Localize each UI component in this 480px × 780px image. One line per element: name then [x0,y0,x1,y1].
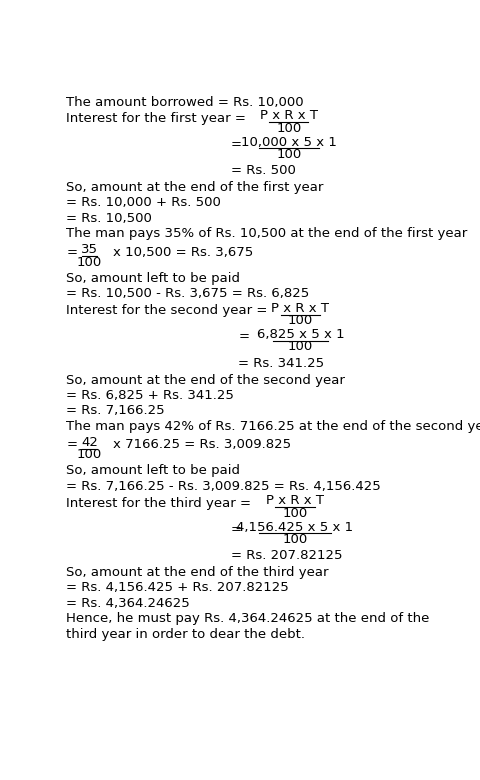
Text: Interest for the third year =: Interest for the third year = [66,497,251,510]
Text: P x R x T: P x R x T [265,495,323,508]
Text: = Rs. 10,000 + Rs. 500: = Rs. 10,000 + Rs. 500 [66,197,221,210]
Text: x 7166.25 = Rs. 3,009.825: x 7166.25 = Rs. 3,009.825 [113,438,290,451]
Text: Interest for the first year =: Interest for the first year = [66,112,246,125]
Text: Hence, he must pay Rs. 4,364.24625 at the end of the: Hence, he must pay Rs. 4,364.24625 at th… [66,612,429,626]
Text: = Rs. 500: = Rs. 500 [230,164,295,177]
Text: = Rs. 6,825 + Rs. 341.25: = Rs. 6,825 + Rs. 341.25 [66,389,234,402]
Text: So, amount left to be paid: So, amount left to be paid [66,464,240,477]
Text: 6,825 x 5 x 1: 6,825 x 5 x 1 [256,328,344,341]
Text: =: = [230,523,241,536]
Text: =: = [66,246,77,259]
Text: 100: 100 [77,256,102,269]
Text: 100: 100 [282,533,307,546]
Text: P x R x T: P x R x T [271,302,329,315]
Text: So, amount at the end of the third year: So, amount at the end of the third year [66,566,328,579]
Text: = Rs. 10,500 - Rs. 3,675 = Rs. 6,825: = Rs. 10,500 - Rs. 3,675 = Rs. 6,825 [66,287,309,300]
Text: 42: 42 [81,436,98,449]
Text: 100: 100 [276,148,301,161]
Text: The man pays 35% of Rs. 10,500 at the end of the first year: The man pays 35% of Rs. 10,500 at the en… [66,227,467,240]
Text: = Rs. 207.82125: = Rs. 207.82125 [230,549,341,562]
Text: The man pays 42% of Rs. 7166.25 at the end of the second year: The man pays 42% of Rs. 7166.25 at the e… [66,420,480,433]
Text: Interest for the second year =: Interest for the second year = [66,304,267,317]
Text: = Rs. 341.25: = Rs. 341.25 [238,356,324,370]
Text: = Rs. 10,500: = Rs. 10,500 [66,212,152,225]
Text: =: = [238,331,249,343]
Text: So, amount left to be paid: So, amount left to be paid [66,272,240,285]
Text: 4,156.425 x 5 x 1: 4,156.425 x 5 x 1 [236,520,353,534]
Text: 100: 100 [77,448,102,461]
Text: P x R x T: P x R x T [259,109,317,122]
Text: 100: 100 [287,340,312,353]
Text: 100: 100 [276,122,301,135]
Text: 100: 100 [282,507,307,519]
Text: 35: 35 [81,243,98,257]
Text: So, amount at the end of the first year: So, amount at the end of the first year [66,181,323,194]
Text: x 10,500 = Rs. 3,675: x 10,500 = Rs. 3,675 [113,246,252,259]
Text: = Rs. 4,156.425 + Rs. 207.82125: = Rs. 4,156.425 + Rs. 207.82125 [66,581,288,594]
Text: 100: 100 [287,314,312,328]
Text: 10,000 x 5 x 1: 10,000 x 5 x 1 [240,136,336,149]
Text: =: = [230,138,241,151]
Text: third year in order to dear the debt.: third year in order to dear the debt. [66,628,305,640]
Text: = Rs. 7,166.25: = Rs. 7,166.25 [66,404,165,417]
Text: =: = [66,438,77,451]
Text: So, amount at the end of the second year: So, amount at the end of the second year [66,374,345,387]
Text: = Rs. 4,364.24625: = Rs. 4,364.24625 [66,597,190,610]
Text: The amount borrowed = Rs. 10,000: The amount borrowed = Rs. 10,000 [66,97,303,109]
Text: = Rs. 7,166.25 - Rs. 3,009.825 = Rs. 4,156.425: = Rs. 7,166.25 - Rs. 3,009.825 = Rs. 4,1… [66,480,380,493]
